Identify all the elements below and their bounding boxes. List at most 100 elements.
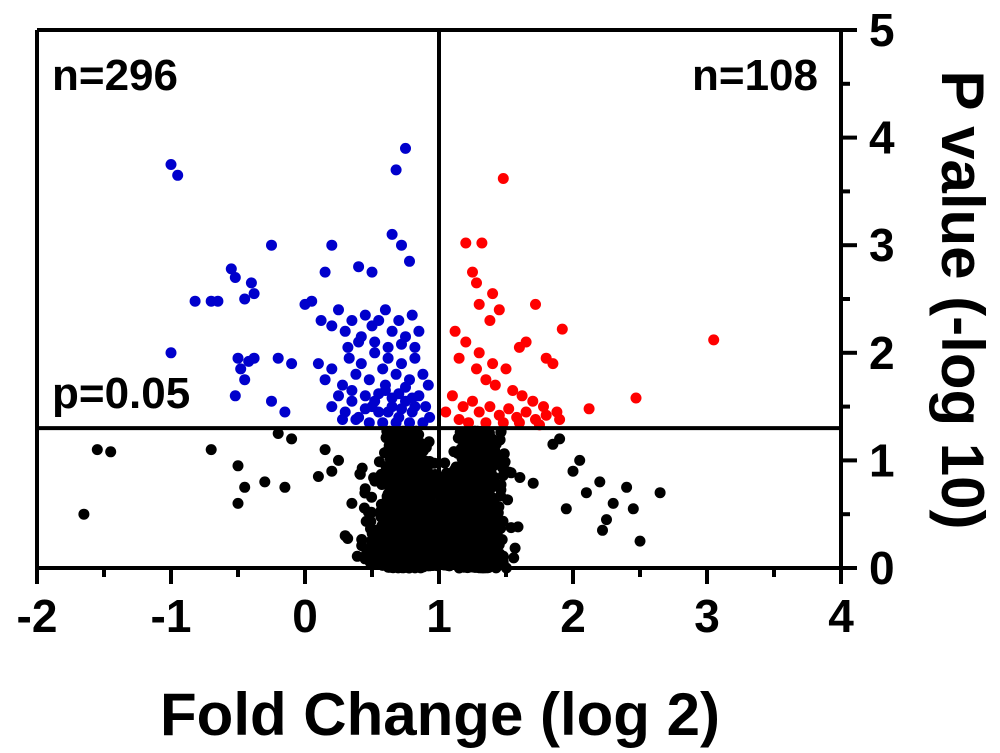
down-point: [346, 395, 358, 407]
ns-point: [312, 471, 324, 482]
ns-point: [426, 473, 438, 485]
down-point: [373, 406, 385, 418]
y-tick-label: 5: [869, 4, 895, 56]
down-point: [396, 338, 407, 350]
down-point: [248, 288, 260, 300]
up-point: [460, 336, 472, 348]
down-point: [326, 320, 338, 332]
down-point: [343, 352, 355, 364]
down-point: [212, 295, 224, 307]
down-point: [272, 352, 284, 364]
y-tick-label: 4: [869, 112, 895, 164]
ns-point: [421, 499, 433, 511]
up-point: [473, 347, 485, 359]
plot-frame: [35, 28, 843, 570]
ns-point: [400, 540, 412, 552]
up-point: [467, 266, 478, 278]
down-point: [369, 336, 381, 348]
ns-point: [527, 477, 539, 489]
x-tick-label: 0: [292, 590, 318, 642]
ns-point: [486, 495, 498, 507]
down-point: [422, 379, 434, 391]
ns-point: [420, 442, 432, 453]
ns-point: [373, 456, 385, 468]
ns-point: [382, 488, 394, 500]
up-point: [554, 414, 566, 425]
down-point: [413, 325, 425, 337]
up-point: [500, 363, 512, 375]
ns-point: [446, 548, 458, 560]
down-point: [379, 379, 391, 391]
down-point: [369, 395, 381, 407]
ns-point: [594, 476, 606, 488]
ns-point: [452, 432, 464, 444]
y-axis-title: P value (-log 10): [929, 70, 996, 529]
down-point: [165, 347, 177, 359]
ns-point: [365, 516, 377, 527]
ns-point: [554, 433, 566, 445]
down-point: [239, 374, 251, 386]
ns-point: [498, 448, 510, 460]
ns-point: [379, 473, 391, 484]
down-point: [235, 363, 247, 375]
ns-point: [455, 556, 467, 568]
ns-point: [601, 514, 612, 526]
ns-point: [365, 535, 377, 547]
up-point: [513, 417, 525, 429]
ns-point: [597, 524, 608, 536]
y-tick-label: 3: [869, 219, 895, 271]
ns-point: [496, 534, 508, 546]
up-point: [503, 403, 515, 415]
down-point: [396, 358, 407, 370]
down-point: [189, 295, 201, 307]
ns-point: [359, 487, 371, 499]
down-point: [396, 403, 407, 415]
ns-point: [239, 481, 251, 493]
up-point: [480, 417, 492, 429]
ns-point: [487, 456, 499, 468]
down-point: [404, 255, 415, 267]
ns-point: [376, 522, 388, 534]
down-point: [266, 395, 277, 407]
ns-point: [495, 522, 507, 534]
down-point: [346, 315, 358, 326]
ns-point: [399, 455, 411, 467]
up-point: [493, 304, 505, 316]
ns-point: [346, 497, 358, 509]
down-point: [390, 368, 402, 380]
ns-point: [502, 494, 514, 506]
x-tick-label: 2: [560, 590, 586, 642]
up-point: [463, 417, 474, 429]
ns-point: [232, 497, 244, 509]
ns-point: [421, 554, 433, 566]
ns-point: [466, 532, 478, 544]
up-point: [487, 288, 499, 300]
ns-point: [406, 432, 418, 444]
down-point: [393, 315, 405, 326]
up-point: [489, 379, 501, 391]
down-point: [266, 239, 277, 251]
up-point: [497, 173, 509, 184]
down-point: [245, 277, 257, 289]
up-point: [476, 237, 488, 249]
down-point: [319, 374, 331, 386]
y-tick-label: 2: [869, 327, 895, 379]
up-point: [583, 403, 595, 415]
down-point: [382, 352, 394, 364]
ns-point: [356, 462, 368, 474]
down-point: [390, 417, 402, 429]
down-point: [379, 304, 391, 316]
x-tick-label: 1: [426, 590, 452, 642]
down-point: [248, 352, 260, 364]
ns-point: [494, 548, 506, 560]
ns-point: [484, 553, 496, 565]
ns-point: [425, 543, 437, 555]
x-tick-label: 4: [828, 590, 854, 642]
up-point: [484, 315, 496, 326]
ns-point: [339, 530, 351, 542]
up-point: [467, 395, 478, 407]
ns-point: [385, 461, 397, 473]
ns-point: [409, 455, 421, 466]
